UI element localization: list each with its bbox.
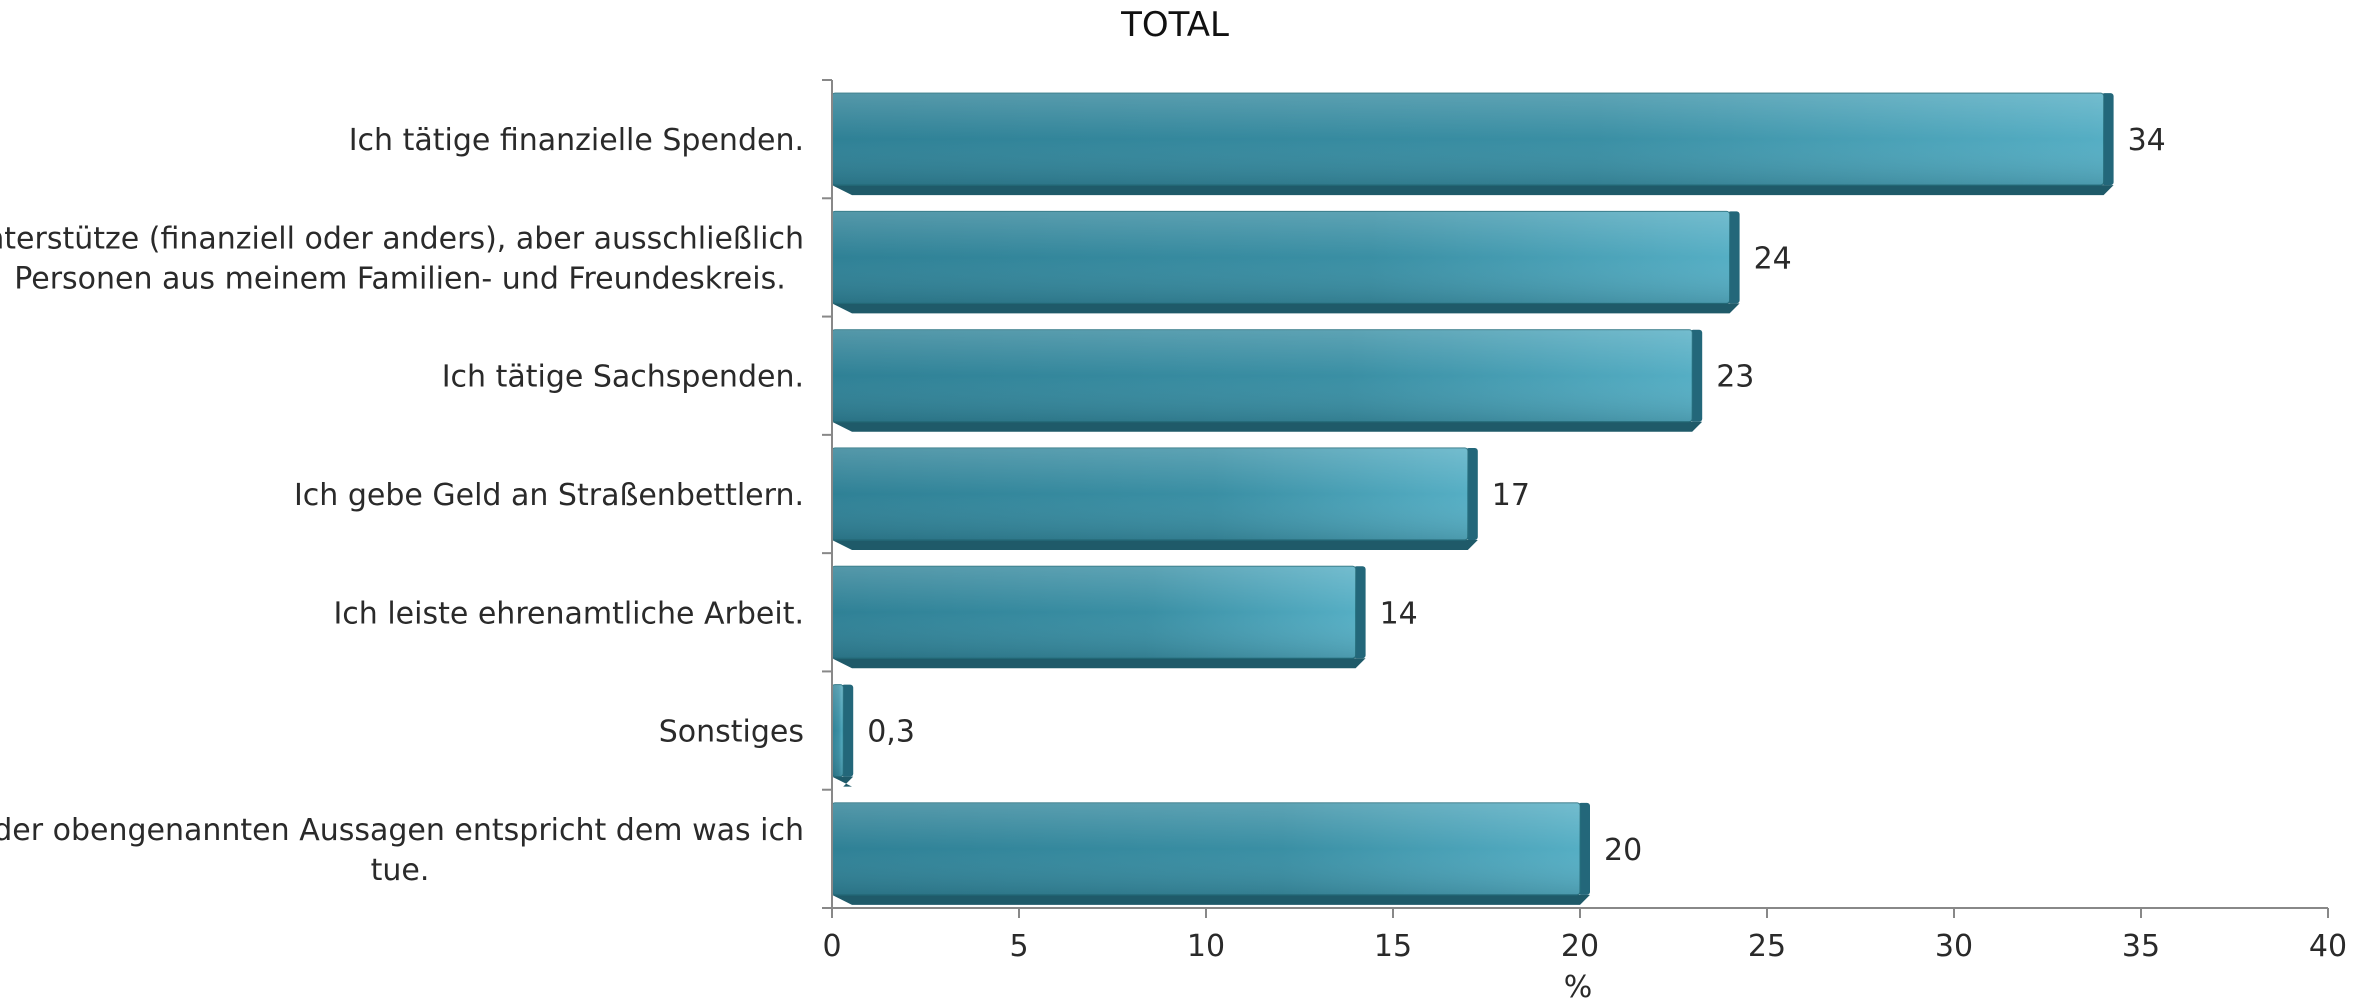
axes-layer: 0 5 10 15 20 25 30 35 40 [822, 79, 2347, 964]
bar-value-label: 17 [1492, 478, 1530, 513]
category-label: Ich tätige Sachspenden. [442, 360, 804, 395]
bar-end-cap [841, 684, 854, 777]
x-axis-title: % [1564, 970, 1593, 1002]
category-label: Ich leiste ehrenamtliche Arbeit. [333, 596, 804, 631]
bar-value-label: 34 [2128, 123, 2166, 158]
bar-value-label: 24 [1754, 241, 1792, 276]
x-tick-label: 0 [822, 929, 841, 964]
category-label: Sonstiges [659, 715, 804, 750]
category-label: Ich unterstütze (finanziell oder anders)… [0, 221, 804, 256]
x-tick-label: 5 [1009, 929, 1028, 964]
bar-end-cap [1690, 329, 1703, 422]
bar-highlight [832, 802, 1580, 895]
category-label: Ich tätige finanzielle Spenden. [349, 123, 804, 158]
bar-bottom-face [832, 540, 1478, 550]
x-tick-label: 35 [2122, 929, 2160, 964]
bar-value-label: 23 [1716, 360, 1754, 395]
bar-bottom-face [832, 303, 1740, 314]
x-tick-label: 10 [1187, 929, 1225, 964]
bar-bottom-face [832, 894, 1590, 905]
bar-end-cap [1353, 566, 1366, 659]
bar-bottom-face [832, 658, 1366, 669]
bar-end-cap [2101, 93, 2114, 186]
x-tick-label: 40 [2309, 929, 2347, 964]
bar-value-label: 14 [1380, 596, 1418, 631]
bar-highlight [832, 448, 1468, 540]
category-label: Keine der obengenannten Aussagen entspri… [0, 813, 804, 848]
bar-highlight [832, 211, 1730, 304]
bar-end-cap [1578, 802, 1590, 895]
bar-highlight [832, 93, 2104, 186]
x-tick-label: 25 [1748, 929, 1786, 964]
category-label: tue. [371, 853, 430, 888]
x-tick-label: 30 [1935, 929, 1973, 964]
bar-value-label: 0,3 [867, 715, 915, 750]
x-tick-label: 15 [1374, 929, 1412, 964]
chart-title: TOTAL [1120, 5, 1229, 45]
category-label: Personen aus meinem Familien- und Freund… [14, 261, 786, 296]
bar-end-cap [1727, 211, 1740, 304]
category-label: Ich gebe Geld an Straßenbettlern. [294, 478, 804, 513]
bar-highlight [832, 329, 1693, 422]
bar-highlight [832, 566, 1356, 659]
bars-layer: 34 Ich tätige finanzielle Spenden. 24 Ich u… [0, 92, 2166, 905]
bar-highlight [832, 684, 844, 777]
bar-bottom-face [832, 185, 2114, 196]
bar-bottom-face [832, 776, 854, 787]
bar-end-cap [1465, 448, 1478, 540]
bar-value-label: 20 [1604, 833, 1642, 868]
bar-bottom-face [832, 421, 1703, 432]
x-tick-label: 20 [1561, 929, 1599, 964]
